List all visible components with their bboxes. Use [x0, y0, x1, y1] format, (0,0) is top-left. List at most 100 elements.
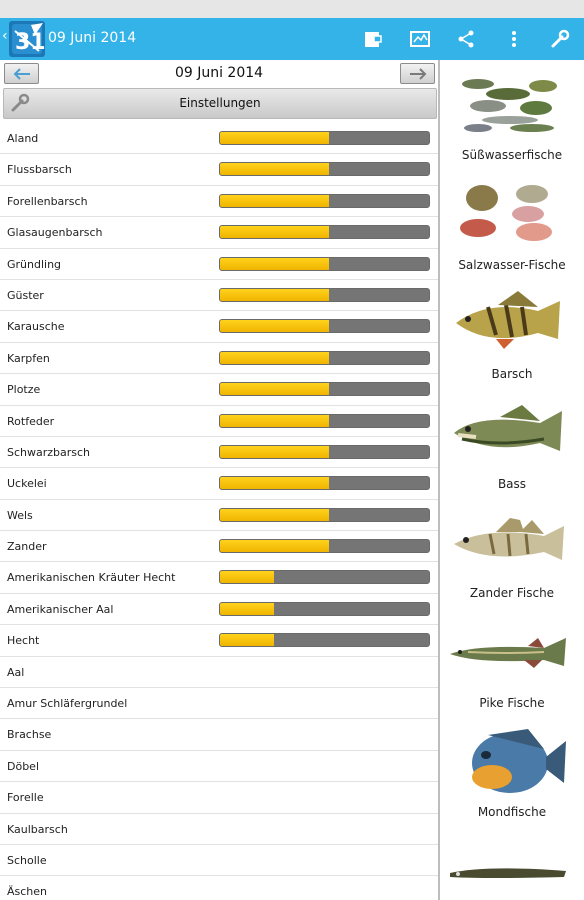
- wrench-icon[interactable]: [547, 26, 573, 52]
- actionbar-title: 09 Juni 2014: [48, 30, 137, 46]
- category-item[interactable]: Mondfische: [440, 721, 584, 830]
- list-item[interactable]: Brachse: [0, 719, 438, 751]
- settings-label: Einstellungen: [179, 96, 261, 110]
- activity-bar-fill: [220, 226, 329, 239]
- activity-bar-fill: [220, 602, 275, 615]
- activity-bar-fill: [220, 132, 329, 144]
- fish-name: Rotfeder: [7, 414, 55, 428]
- list-item[interactable]: Plotze: [0, 374, 438, 406]
- category-item[interactable]: Bass: [440, 393, 584, 502]
- activity-bar: [219, 131, 430, 145]
- list-item[interactable]: Forellenbarsch: [0, 186, 438, 218]
- arrow-left-icon: [13, 67, 30, 80]
- fish-name: Äschen: [7, 885, 48, 899]
- action-bar: ‹ 31 09 Juni 2014: [0, 18, 584, 60]
- activity-bar: [219, 319, 430, 334]
- activity-bar: [219, 476, 430, 491]
- list-item[interactable]: Karausche: [0, 311, 438, 343]
- list-item[interactable]: Zander: [0, 531, 438, 563]
- fish-activity-list: Aland Flussbarsch Forellenbarsch Glasaugenb…: [0, 123, 438, 900]
- fish-name: Aal: [7, 665, 25, 679]
- activity-bar-fill: [220, 351, 329, 364]
- list-item[interactable]: Flussbarsch: [0, 154, 438, 186]
- category-item[interactable]: Salzwasser-Fische: [440, 174, 584, 283]
- settings-button[interactable]: Einstellungen: [3, 88, 437, 119]
- list-item[interactable]: Aland: [0, 123, 438, 155]
- activity-bar-fill: [220, 477, 329, 490]
- category-label: Barsch: [491, 367, 533, 381]
- fish-name: Scholle: [7, 853, 47, 867]
- activity-bar-fill: [220, 288, 329, 301]
- fish-name: Schwarzbarsch: [7, 445, 91, 459]
- fish-name: Brachse: [7, 728, 52, 742]
- list-item[interactable]: Rotfeder: [0, 406, 438, 437]
- list-item[interactable]: Aal: [0, 657, 438, 689]
- list-item[interactable]: Döbel: [0, 751, 438, 783]
- activity-bar: [219, 539, 430, 554]
- list-item[interactable]: Wels: [0, 500, 438, 532]
- activity-bar: [219, 193, 430, 208]
- activity-bar-fill: [220, 445, 329, 458]
- fish-name: Forelle: [7, 791, 44, 805]
- next-day-button[interactable]: [400, 63, 435, 84]
- activity-bar: [219, 225, 430, 240]
- list-item[interactable]: Äschen: [0, 876, 438, 900]
- share-to-calendar-icon[interactable]: [360, 26, 386, 52]
- list-item[interactable]: Uckelei: [0, 468, 438, 500]
- list-item[interactable]: Hecht: [0, 625, 438, 657]
- map-icon[interactable]: [407, 26, 433, 52]
- fish-name: Uckelei: [7, 477, 47, 491]
- activity-bar-fill: [220, 257, 329, 270]
- list-item[interactable]: Forelle: [0, 782, 438, 814]
- fish-name: Amerikanischer Aal: [7, 602, 114, 616]
- share-icon[interactable]: [453, 26, 479, 52]
- fish-name: Karpfen: [7, 351, 50, 365]
- previous-day-button[interactable]: [4, 63, 39, 84]
- list-item[interactable]: Kaulbarsch: [0, 814, 438, 845]
- activity-bar-fill: [220, 540, 329, 553]
- category-label: Salzwasser-Fische: [458, 257, 566, 272]
- fish-name: Zander: [7, 540, 47, 554]
- fish-name: Forellenbarsch: [7, 194, 88, 208]
- fish-name: Amur Schläfergrundel: [7, 697, 128, 711]
- fish-name: Kaulbarsch: [7, 822, 68, 836]
- category-item[interactable]: Pike Fische: [440, 612, 584, 721]
- status-bar: [0, 0, 584, 18]
- app-logo-icon[interactable]: 31: [9, 21, 45, 57]
- fish-name: Flussbarsch: [7, 163, 72, 177]
- activity-bar: [219, 162, 430, 177]
- activity-bar: [219, 382, 430, 397]
- activity-bar: [219, 350, 430, 365]
- fish-name: Karausche: [7, 320, 65, 334]
- activity-bar: [219, 413, 430, 428]
- category-label: Zander Fische: [469, 586, 555, 600]
- category-item[interactable]: Süßwasserfische: [440, 64, 584, 173]
- overflow-menu-icon[interactable]: [501, 26, 527, 52]
- list-item[interactable]: Glasaugenbarsch: [0, 217, 438, 249]
- fish-name: Gründling: [7, 257, 62, 271]
- list-item[interactable]: Amur Schläfergrundel: [0, 688, 438, 720]
- activity-bar-fill: [220, 194, 329, 207]
- list-item[interactable]: Güster: [0, 280, 438, 312]
- list-item[interactable]: Schwarzbarsch: [0, 437, 438, 469]
- list-item[interactable]: Amerikanischer Aal: [0, 594, 438, 626]
- arrow-right-icon: [409, 67, 426, 80]
- fish-name: Amerikanischen Kräuter Hecht: [7, 571, 176, 585]
- fish-name: Güster: [7, 288, 44, 302]
- back-caret-icon[interactable]: ‹: [2, 28, 8, 44]
- list-item[interactable]: Gründling: [0, 249, 438, 280]
- list-item[interactable]: Karpfen: [0, 343, 438, 375]
- list-item[interactable]: Scholle: [0, 845, 438, 877]
- category-item[interactable]: [440, 831, 584, 900]
- category-item[interactable]: Zander Fische: [440, 502, 584, 611]
- activity-bar-fill: [220, 634, 275, 647]
- category-panel: Süßwasserfische Salzwasser-Fische Barsch Ba…: [440, 60, 584, 900]
- category-item[interactable]: Barsch: [440, 283, 584, 392]
- activity-bar-fill: [220, 414, 329, 427]
- activity-bar-fill: [220, 383, 329, 396]
- fish-name: Aland: [7, 132, 39, 145]
- fish-name: Döbel: [7, 759, 40, 773]
- activity-bar: [219, 256, 430, 271]
- category-label: Mondfische: [477, 805, 547, 819]
- list-item[interactable]: Amerikanischen Kräuter Hecht: [0, 562, 438, 594]
